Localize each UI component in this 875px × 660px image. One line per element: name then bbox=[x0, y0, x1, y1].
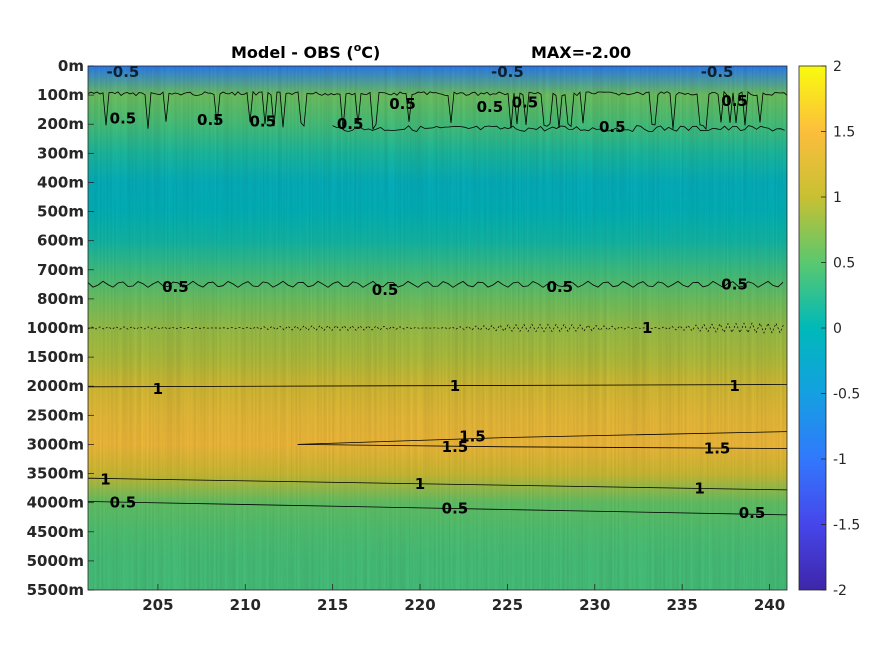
contour-label: 0.5 bbox=[442, 499, 469, 517]
contour-label: 1 bbox=[100, 470, 110, 488]
contour-label: 0.5 bbox=[721, 275, 748, 293]
contour-1-1000m bbox=[87, 322, 785, 334]
contour-label: 0.5 bbox=[512, 93, 539, 111]
colorbar-tick-label: 0 bbox=[833, 321, 842, 337]
contour-label: 1.5 bbox=[442, 438, 469, 456]
colorbar-tick-label: 2 bbox=[833, 59, 842, 75]
contour-label: 0.5 bbox=[110, 109, 137, 127]
x-tick-label: 225 bbox=[492, 596, 523, 614]
x-tick-label: 220 bbox=[404, 596, 435, 614]
contour-label: 0.5 bbox=[739, 504, 766, 522]
x-tick-label: 230 bbox=[579, 596, 610, 614]
contour-label: 0.5 bbox=[547, 278, 574, 296]
x-tick-label: 240 bbox=[754, 596, 785, 614]
contour-lines bbox=[87, 90, 788, 516]
y-tick-label: 5500m bbox=[27, 581, 84, 599]
contour-label: 0.5 bbox=[337, 115, 364, 133]
contour-label: -0.5 bbox=[491, 63, 524, 81]
contour-label: 1.5 bbox=[459, 427, 486, 445]
y-tick-label: 300m bbox=[37, 144, 84, 162]
contour-label: 1 bbox=[642, 319, 652, 337]
title-left: Model - OBS (oC) bbox=[231, 41, 380, 62]
contour-1-2000m bbox=[87, 384, 788, 388]
contour-0.5-upper bbox=[87, 90, 788, 131]
contour-label: -0.5 bbox=[701, 63, 734, 81]
contour-0.5-200m bbox=[332, 125, 785, 132]
colorbar-tick-label: -0.5 bbox=[833, 387, 860, 403]
contour-1.5-upper bbox=[297, 431, 788, 445]
y-tick-label: 1000m bbox=[27, 319, 84, 337]
title-max: MAX=-2.00 bbox=[531, 43, 631, 62]
contour-label: 1 bbox=[415, 475, 425, 493]
y-tick-label: 1500m bbox=[27, 348, 84, 366]
colorbar-tick-label: 1 bbox=[833, 190, 842, 206]
colorbar-tick-label: -1 bbox=[833, 452, 847, 468]
contour-1-3600m bbox=[87, 477, 788, 491]
y-tick-label: 500m bbox=[37, 203, 84, 221]
y-tick-label: 3000m bbox=[27, 435, 84, 453]
contour-label: 1.5 bbox=[704, 440, 731, 458]
contour-label: 0.5 bbox=[249, 112, 276, 130]
contour-label: 0.5 bbox=[372, 281, 399, 299]
contour-labels: -0.5 -0.5 -0.5 0.5 0.5 0.5 0.5 0.5 0.5 0.5 0.5 0.5 0… bbox=[100, 63, 766, 522]
y-axis-ticks: 0m 100m 200m 300m 400m 500m 600m 700m 800m 1000m 1… bbox=[27, 57, 94, 599]
y-tick-label: 3500m bbox=[27, 465, 84, 483]
x-tick-label: 235 bbox=[666, 596, 697, 614]
colorbar-tick-label: 1.5 bbox=[833, 125, 855, 141]
colorbar-tick-label: 0.5 bbox=[833, 256, 855, 272]
contour-label: 0.5 bbox=[110, 494, 137, 512]
y-tick-label: 4500m bbox=[27, 523, 84, 541]
contour-label: 1 bbox=[694, 480, 704, 498]
y-tick-label: 5000m bbox=[27, 552, 84, 570]
x-axis-ticks: 205 210 215 220 225 230 235 240 bbox=[142, 584, 785, 614]
colorbar-tick-label: -2 bbox=[833, 583, 847, 599]
y-tick-label: 600m bbox=[37, 232, 84, 250]
y-tick-label: 2500m bbox=[27, 406, 84, 424]
colorbar-ticks: 2 1.5 1 0.5 0 -0.5 -1 -1.5 -2 bbox=[821, 59, 860, 599]
x-tick-label: 210 bbox=[230, 596, 261, 614]
y-tick-label: 4000m bbox=[27, 494, 84, 512]
contour-1.5-lower bbox=[297, 444, 788, 449]
y-tick-label: 0m bbox=[58, 57, 84, 75]
contour-label: 0.5 bbox=[162, 278, 189, 296]
chart-title: Model - OBS (oC) MAX=-2.00 bbox=[231, 41, 631, 62]
y-tick-label: 700m bbox=[37, 261, 84, 279]
x-tick-label: 215 bbox=[317, 596, 348, 614]
contour-0.5-750m bbox=[87, 280, 784, 288]
colorbar-tick-label: -1.5 bbox=[833, 518, 860, 534]
contour-label: 0.5 bbox=[599, 118, 626, 136]
contour-label: 0.5 bbox=[389, 95, 416, 113]
contour-0.5-4000m bbox=[87, 501, 788, 516]
contour-label: 0.5 bbox=[477, 98, 504, 116]
contour-label: 0.5 bbox=[197, 111, 224, 129]
contour-label: 1 bbox=[153, 380, 163, 398]
y-tick-label: 400m bbox=[37, 173, 84, 191]
colorbar: 2 1.5 1 0.5 0 -0.5 -1 -1.5 -2 bbox=[798, 59, 860, 599]
y-tick-label: 100m bbox=[37, 86, 84, 104]
contour-label: 1 bbox=[450, 377, 460, 395]
y-tick-label: 2000m bbox=[27, 377, 84, 395]
y-tick-label: 800m bbox=[37, 290, 84, 308]
contour-label: 0.5 bbox=[721, 92, 748, 110]
plot-area: -0.5 -0.5 -0.5 0.5 0.5 0.5 0.5 0.5 0.5 0.5 0.5 0.5 0… bbox=[87, 63, 788, 591]
contour-label: 1 bbox=[729, 377, 739, 395]
y-tick-label: 200m bbox=[37, 115, 84, 133]
contour-label: -0.5 bbox=[107, 63, 140, 81]
x-tick-label: 205 bbox=[142, 596, 173, 614]
